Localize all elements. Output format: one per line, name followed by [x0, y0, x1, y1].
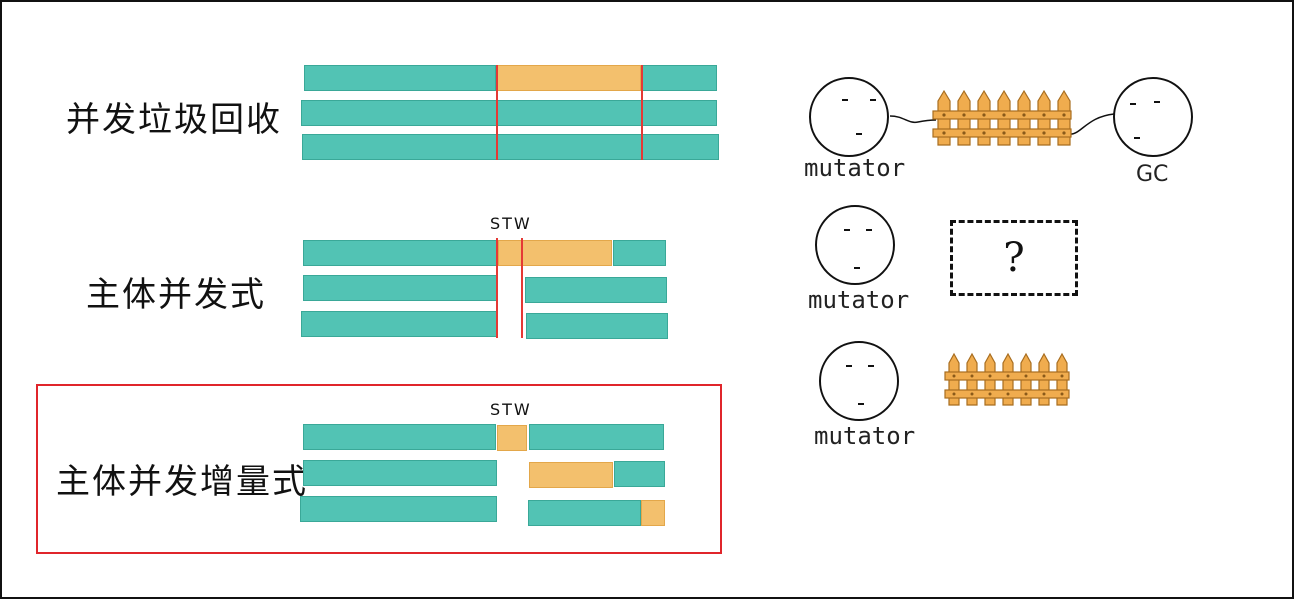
mutator-bar — [303, 240, 497, 266]
stw-start-line — [496, 238, 498, 338]
gc-bar — [529, 462, 613, 488]
mutator-bar — [528, 500, 641, 526]
mutator-bar — [642, 65, 717, 91]
mutator-bar — [303, 424, 496, 450]
gc-label: GC — [1136, 162, 1169, 187]
gc-bar — [641, 500, 665, 526]
mutator-bar — [303, 460, 497, 486]
gc-bar — [498, 240, 612, 266]
mutator-face-icon — [819, 341, 899, 421]
unknown-box: ? — [950, 220, 1078, 296]
highlight-box — [36, 384, 722, 554]
mutator-bar — [526, 313, 668, 339]
mutator-label: mutator — [808, 286, 910, 314]
mutator-bar — [301, 100, 717, 126]
mutator-bar — [302, 134, 719, 160]
mutator-label: mutator — [814, 422, 916, 450]
mutator-bar — [300, 496, 497, 522]
mutator-bar — [301, 311, 497, 337]
row2-title: 主体并发式 — [86, 275, 266, 315]
mutator-bar — [525, 277, 667, 303]
mutator-bar — [614, 461, 665, 487]
mutator-face-icon — [815, 205, 895, 285]
phase-marker — [496, 65, 498, 160]
mutator-label: mutator — [804, 154, 906, 182]
mutator-bar — [529, 424, 664, 450]
gc-bar — [497, 425, 527, 451]
gc-face-icon — [1113, 77, 1193, 157]
mutator-face-icon — [809, 77, 889, 157]
row3-title: 主体并发增量式 — [56, 462, 308, 502]
row1-title: 并发垃圾回收 — [66, 100, 282, 140]
gc-bar — [497, 65, 641, 91]
mutator-bar — [303, 275, 497, 301]
question-mark: ? — [1003, 235, 1025, 281]
stw-label: STW — [490, 400, 532, 419]
mutator-bar — [613, 240, 666, 266]
mutator-bar — [304, 65, 496, 91]
stw-label: STW — [490, 214, 532, 233]
fence-icon — [944, 352, 1070, 406]
fence-icon — [932, 89, 1072, 146]
phase-marker — [641, 65, 643, 160]
stw-end-line — [521, 238, 523, 338]
